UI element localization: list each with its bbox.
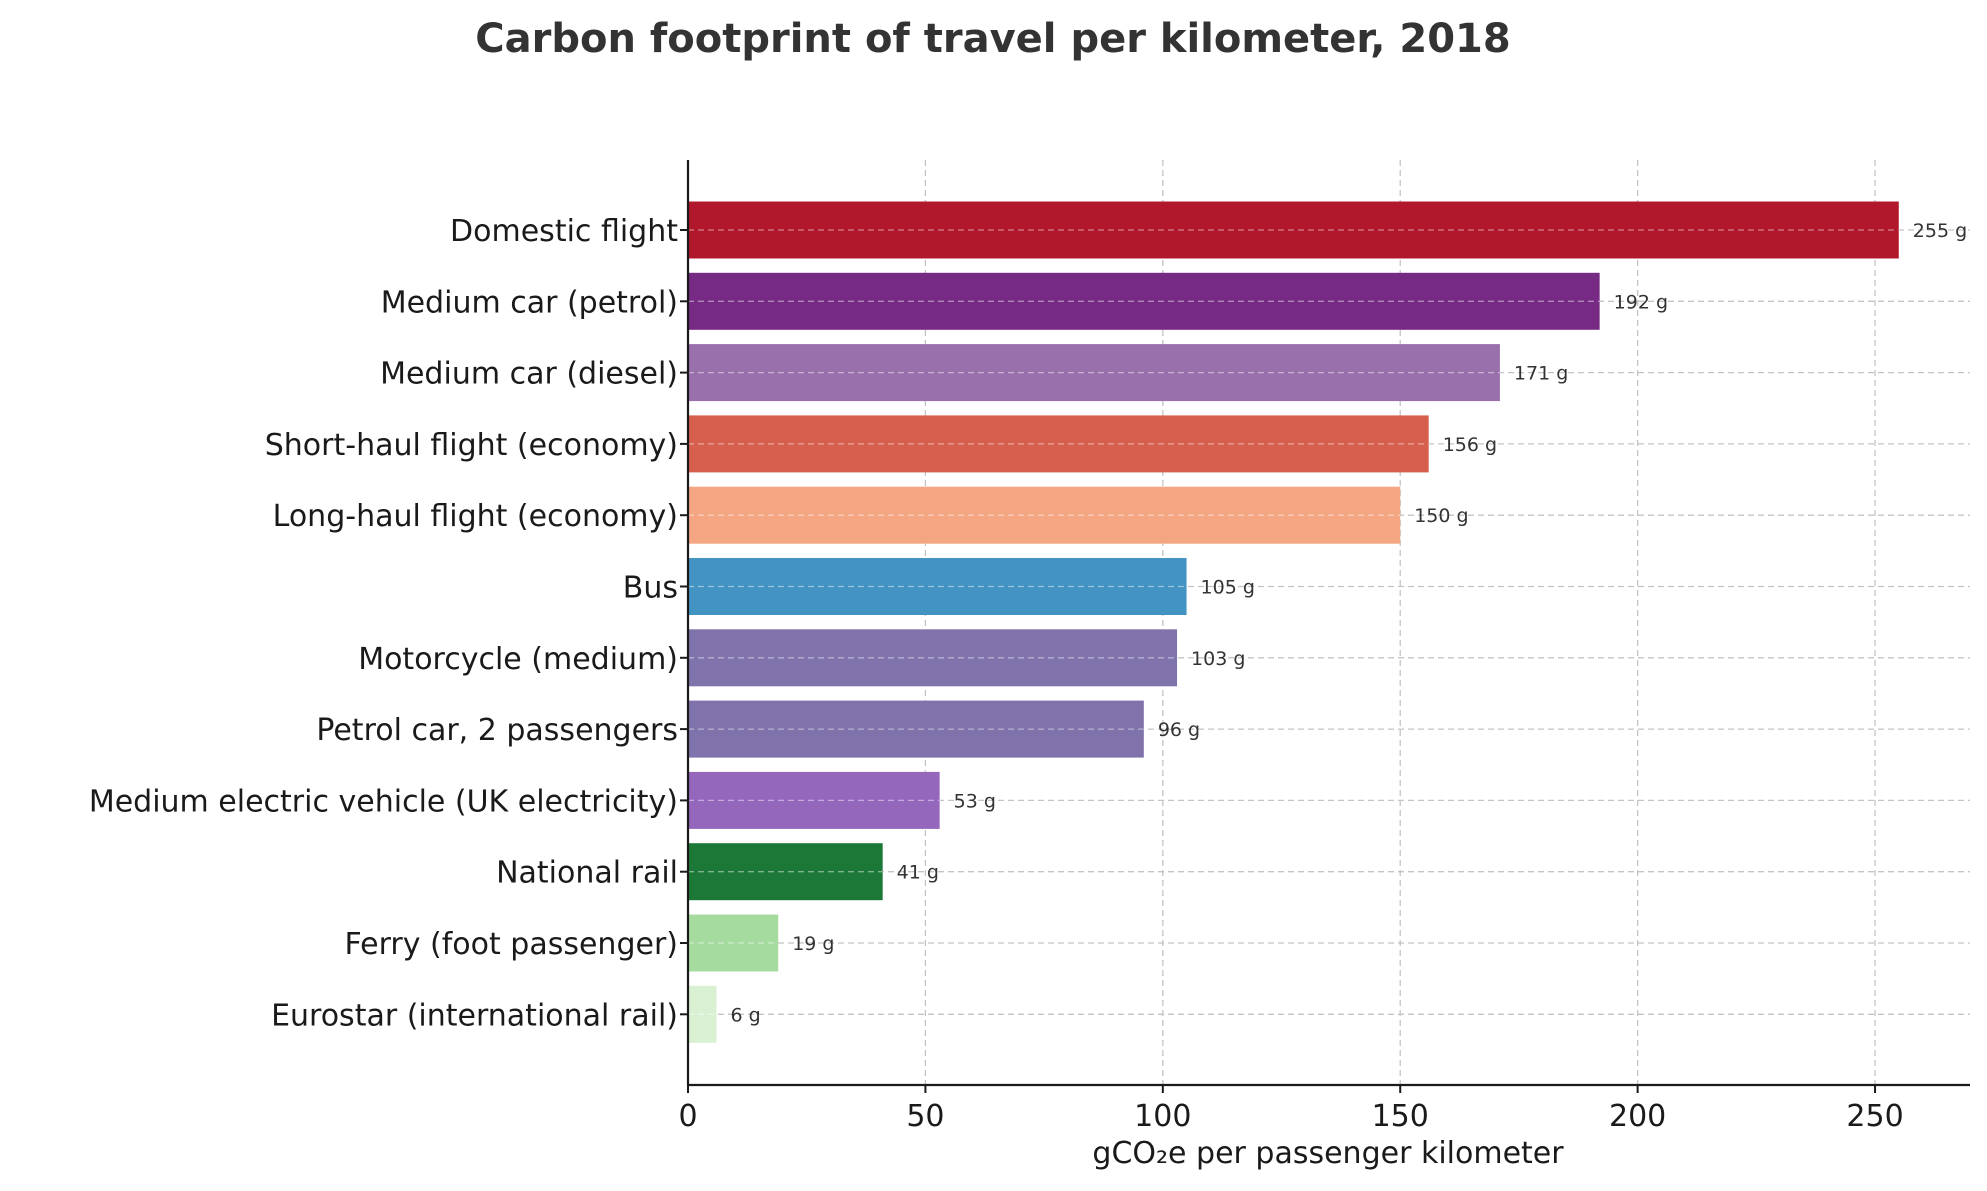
bar	[688, 843, 883, 901]
bar	[688, 272, 1600, 330]
x-tick-label: 250	[1846, 1099, 1903, 1134]
category-label: Medium car (petrol)	[381, 285, 678, 320]
category-label: Long-haul flight (economy)	[273, 499, 678, 534]
category-label: Petrol car, 2 passengers	[316, 713, 678, 748]
category-label: Medium electric vehicle (UK electricity)	[89, 784, 678, 819]
bars	[688, 201, 1899, 1043]
bar	[688, 629, 1178, 687]
x-tick-label: 100	[1134, 1099, 1191, 1134]
axes: 0 50 100 150 200 250	[678, 160, 1970, 1134]
bar	[688, 201, 1899, 259]
bar	[688, 771, 940, 829]
data-label: 171 g	[1514, 363, 1568, 385]
category-label: Ferry (foot passenger)	[345, 927, 678, 962]
grid-lines-overlay	[688, 229, 1899, 1015]
data-label: 19 g	[792, 933, 834, 955]
category-label: Motorcycle (medium)	[358, 642, 678, 677]
bar	[688, 415, 1429, 473]
data-label: 53 g	[954, 790, 996, 812]
category-label: Medium car (diesel)	[380, 357, 678, 392]
bar	[688, 700, 1144, 758]
bar	[688, 486, 1401, 544]
data-label: 192 g	[1614, 291, 1668, 313]
x-tick-label: 200	[1609, 1099, 1666, 1134]
x-tick-label: 150	[1372, 1099, 1429, 1134]
x-tick-label: 50	[906, 1099, 944, 1134]
x-tick-label: 0	[678, 1099, 697, 1134]
category-label: National rail	[496, 856, 678, 891]
data-label: 6 g	[730, 1004, 760, 1026]
data-label: 41 g	[897, 862, 939, 884]
bar	[688, 344, 1500, 402]
category-label: Bus	[623, 571, 678, 606]
data-labels: Domestic flight 255 g Medium car (petrol) 1…	[89, 214, 1967, 1033]
category-label: Eurostar (international rail)	[271, 998, 678, 1033]
x-axis-label: gCO₂e per passenger kilometer	[1092, 1136, 1564, 1171]
bar	[688, 914, 779, 972]
bar	[688, 558, 1187, 615]
chart-title: Carbon footprint of travel per kilometer…	[475, 16, 1510, 62]
data-label: 105 g	[1201, 577, 1255, 599]
category-label: Domestic flight	[450, 214, 678, 249]
data-label: 96 g	[1158, 719, 1200, 741]
data-label: 150 g	[1414, 505, 1468, 527]
data-label: 255 g	[1913, 220, 1967, 242]
bar	[688, 985, 717, 1043]
data-label: 103 g	[1191, 648, 1245, 670]
category-label: Short-haul flight (economy)	[265, 428, 678, 463]
data-label: 156 g	[1443, 434, 1497, 456]
